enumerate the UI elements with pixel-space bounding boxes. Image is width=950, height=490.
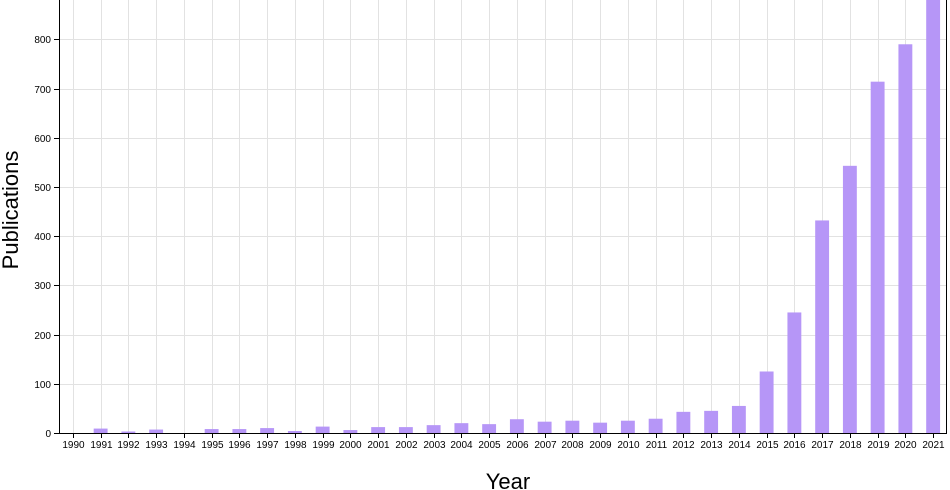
y-tick-label: 800: [34, 35, 51, 46]
bar-2018: [842, 165, 857, 433]
x-tick-label: 2008: [561, 440, 584, 451]
x-tick-label: 2014: [728, 440, 751, 451]
x-tick-label: 2007: [534, 440, 557, 451]
x-tick-label: 2005: [478, 440, 501, 451]
bar-2015: [759, 371, 774, 433]
bar-1992: [121, 431, 136, 433]
y-tick-label: 100: [34, 380, 51, 391]
x-tick-label: 1992: [117, 440, 140, 451]
x-tick-label: 2017: [811, 440, 834, 451]
bar-2008: [565, 420, 580, 433]
x-tick-label: 2003: [423, 440, 446, 451]
bar-2009: [593, 422, 608, 433]
x-tick-label: 1996: [228, 440, 251, 451]
y-tick-label: 500: [34, 183, 51, 194]
bar-2016: [787, 312, 802, 433]
bar-1995: [204, 429, 219, 433]
bar-2010: [620, 420, 635, 433]
bar-1999: [315, 426, 330, 433]
bar-2011: [648, 418, 663, 433]
x-tick-label: 1994: [173, 440, 196, 451]
y-tick-label: 400: [34, 232, 51, 243]
bar-2019: [870, 81, 885, 434]
bar-1991: [93, 428, 108, 433]
x-tick-label: 2013: [700, 440, 723, 451]
bar-2003: [426, 425, 441, 433]
x-tick-label: 1991: [90, 440, 113, 451]
x-tick-label: 2010: [617, 440, 640, 451]
x-tick-label: 1993: [145, 440, 168, 451]
bar-2005: [482, 424, 497, 433]
bar-2012: [676, 411, 691, 433]
x-tick-label: 1995: [201, 440, 224, 451]
x-tick-label: 2018: [839, 440, 862, 451]
x-axis-ticks: 1990 1991 1992 1993 1994 1995 1996 1997 1998 1999…: [62, 433, 945, 451]
x-axis-title: Year: [486, 469, 530, 490]
bar-1998: [287, 431, 302, 433]
bar-1997: [260, 428, 275, 433]
bar-2004: [454, 423, 469, 433]
y-tick-label: 700: [34, 85, 51, 96]
x-tick-label: 2002: [395, 440, 418, 451]
x-tick-label: 2000: [339, 440, 362, 451]
bar-2000: [343, 430, 358, 433]
x-tick-label: 1990: [62, 440, 85, 451]
bar-2021: [926, 0, 941, 433]
x-tick-label: 2009: [589, 440, 612, 451]
bar-2013: [704, 410, 719, 433]
x-tick-label: 2012: [672, 440, 695, 451]
bar-1993: [149, 429, 164, 433]
bar-2006: [509, 419, 524, 433]
y-axis-title: Publications: [0, 151, 23, 270]
grid: [59, 0, 947, 434]
x-tick-label: 2021: [922, 440, 945, 451]
bar-2014: [731, 405, 746, 433]
y-tick-label: 200: [34, 331, 51, 342]
bar-2017: [815, 220, 830, 433]
x-tick-label: 2015: [756, 440, 779, 451]
bar-2001: [371, 427, 386, 433]
x-tick-label: 2001: [367, 440, 390, 451]
x-tick-label: 1998: [284, 440, 307, 451]
y-axis-ticks: 0 100 200 300 400 500 600 700 800: [34, 35, 59, 440]
bar-2002: [398, 427, 413, 433]
bar-2007: [537, 421, 552, 433]
x-tick-label: 2016: [783, 440, 806, 451]
x-tick-label: 2006: [506, 440, 529, 451]
axes: [59, 0, 947, 434]
x-tick-label: 2019: [867, 440, 890, 451]
bar-1996: [232, 429, 247, 433]
y-tick-label: 0: [45, 429, 51, 440]
bar-2020: [898, 44, 913, 433]
x-tick-label: 2020: [894, 440, 917, 451]
x-tick-label: 1997: [256, 440, 279, 451]
y-tick-label: 600: [34, 134, 51, 145]
x-tick-label: 2011: [646, 440, 668, 451]
bars: [93, 0, 941, 434]
y-tick-label: 300: [34, 281, 51, 292]
x-tick-label: 1999: [312, 440, 335, 451]
x-tick-label: 2004: [450, 440, 473, 451]
